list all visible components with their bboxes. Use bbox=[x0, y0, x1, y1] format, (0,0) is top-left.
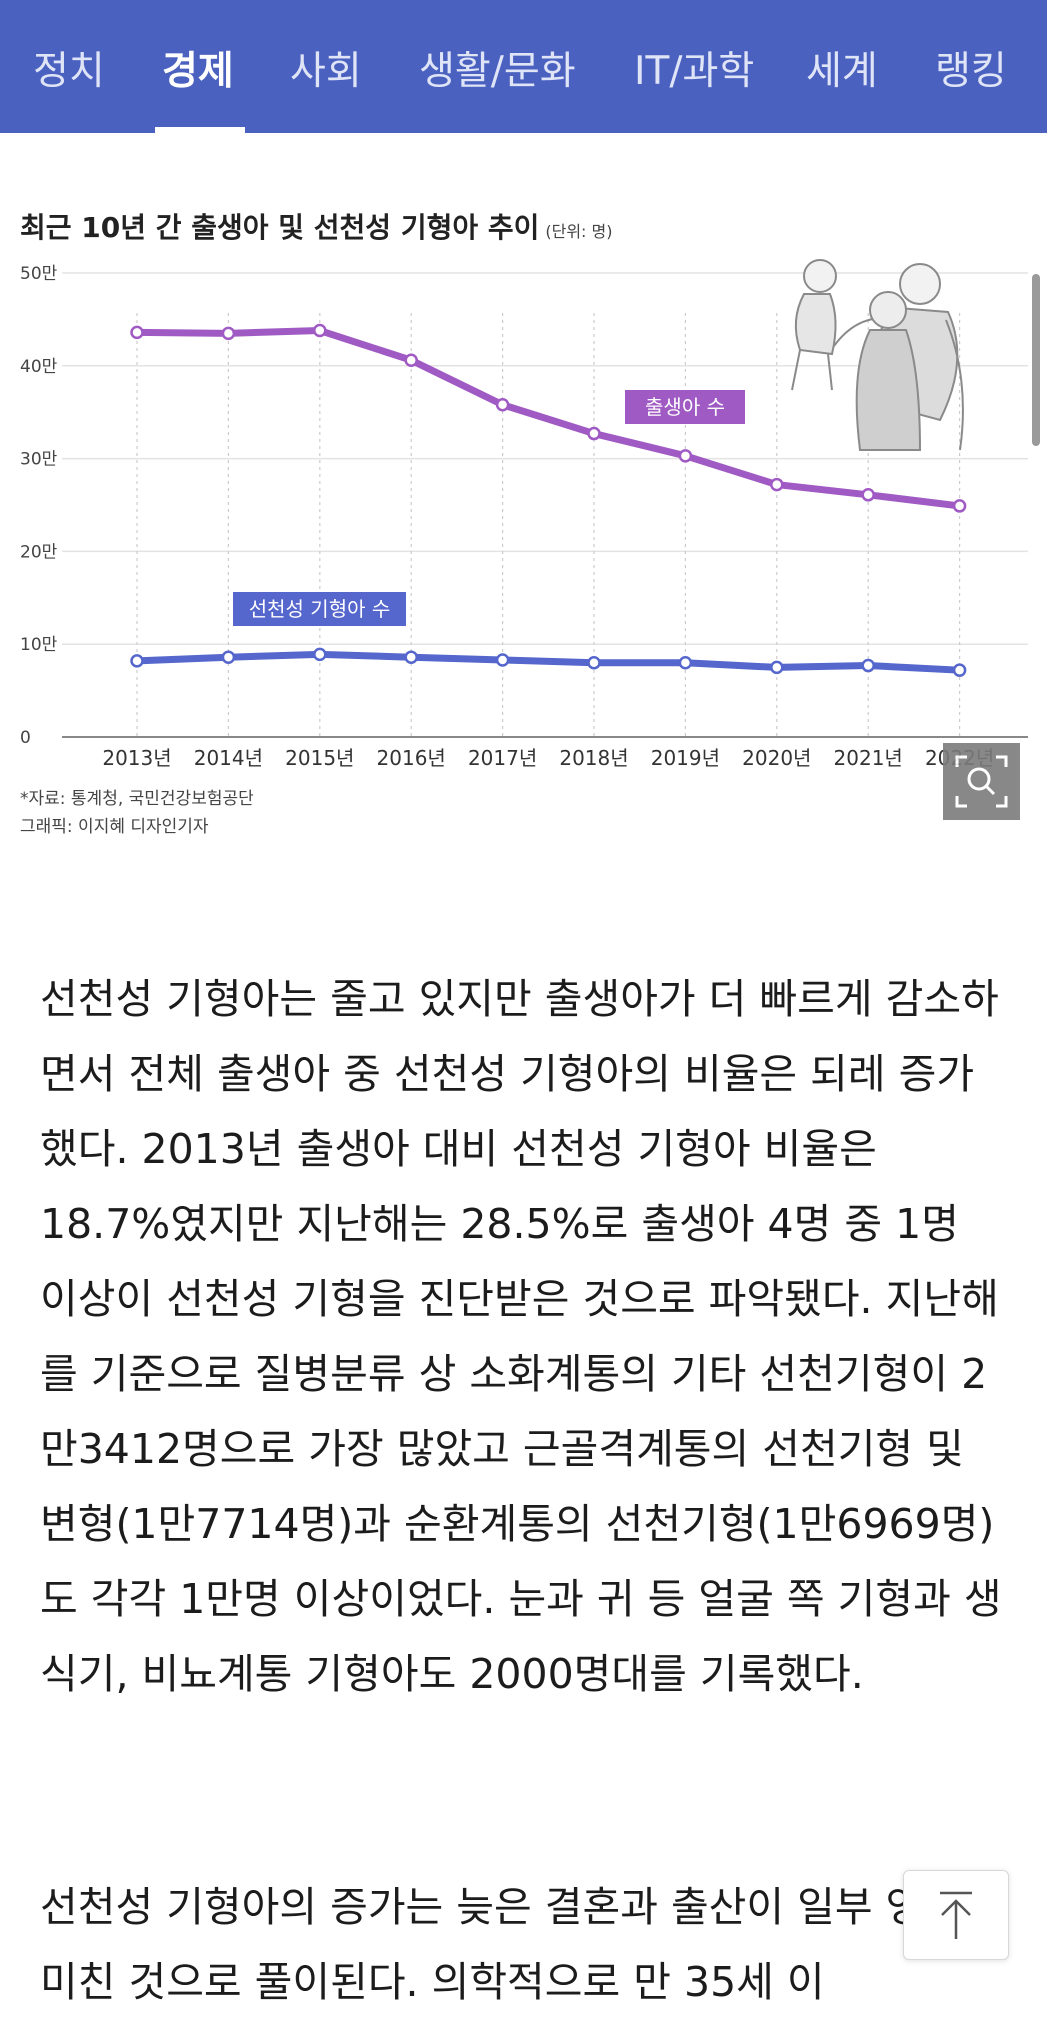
nav-tab-economy[interactable]: 경제 bbox=[162, 49, 234, 94]
series-line bbox=[133, 327, 964, 510]
y-tick-label: 40만 bbox=[20, 357, 58, 377]
x-tick-label: 2018년 bbox=[559, 746, 628, 770]
line-chart: 0 10만 20만 30만 40만 50만 2013년 2014년 2015년 2016년 2017… bbox=[20, 264, 1028, 770]
chart-source: *자료: 통계청, 국민건강보험공단 bbox=[20, 789, 254, 809]
data-point bbox=[587, 426, 601, 441]
data-point bbox=[404, 650, 418, 664]
x-tick-label: 2019년 bbox=[651, 746, 720, 770]
series-label-box bbox=[233, 592, 406, 626]
arrow-up-icon bbox=[940, 1891, 972, 1939]
nav-tab-politics[interactable]: 정치 bbox=[33, 49, 105, 94]
x-tick-label: 2020년 bbox=[742, 746, 811, 770]
data-point bbox=[313, 323, 327, 338]
nav-tab-ranking[interactable]: 랭킹 bbox=[935, 49, 1007, 94]
article-paragraph: 선천성 기형아의 증가는 늦은 결혼과 출산이 일부 영향을 미친 것으로 풀이… bbox=[40, 1883, 999, 2006]
data-point bbox=[495, 653, 510, 667]
family-illustration bbox=[791, 259, 964, 451]
image-scrollbar[interactable] bbox=[1032, 274, 1040, 446]
chart-credit: 그래픽: 이지혜 디자인기자 bbox=[20, 817, 209, 837]
y-tick-label: 0 bbox=[20, 728, 31, 748]
scroll-to-top-button[interactable] bbox=[903, 1870, 1009, 1960]
x-tick-label: 2021년 bbox=[834, 746, 903, 770]
chart-unit: (단위: 명) bbox=[545, 222, 613, 241]
data-point bbox=[313, 647, 327, 662]
series-label: 선천성 기형아 수 bbox=[249, 597, 391, 621]
y-tick-label: 20만 bbox=[20, 542, 58, 562]
category-nav-bar: 정치 경제 사회 생활/문화 IT/과학 세계 랭킹 bbox=[0, 0, 1047, 133]
y-tick-label: 30만 bbox=[20, 450, 58, 470]
magnifier-icon bbox=[955, 755, 1008, 808]
data-point bbox=[587, 656, 601, 670]
article-paragraph: 선천성 기형아는 줄고 있지만 출생아가 더 빠르게 감소하면서 전체 출생아 … bbox=[40, 975, 1002, 1698]
chart-axes: 0 10만 20만 30만 40만 50만 2013년 2014년 2015년 2016년 2017… bbox=[20, 264, 1028, 770]
x-tick-label: 2013년 bbox=[102, 746, 171, 770]
data-point bbox=[861, 488, 875, 502]
data-point bbox=[770, 477, 784, 492]
nav-tab-it-science[interactable]: IT/과학 bbox=[634, 49, 755, 94]
data-point bbox=[952, 663, 967, 677]
nav-tab-society[interactable]: 사회 bbox=[290, 49, 362, 94]
y-tick-label: 10만 bbox=[20, 635, 58, 655]
chart-series bbox=[130, 323, 967, 677]
series-label-box bbox=[625, 390, 745, 424]
x-tick-label: 2016년 bbox=[377, 746, 446, 770]
chart-title: 최근 10년 간 출생아 및 선천성 기형아 추이 bbox=[20, 211, 540, 244]
x-tick-label: 2015년 bbox=[285, 746, 354, 770]
x-tick-label: 2017년 bbox=[468, 746, 537, 770]
chart-header: 최근 10년 간 출생아 및 선천성 기형아 추이 (단위: 명) bbox=[20, 206, 613, 256]
data-point bbox=[770, 660, 784, 675]
nav-tab-life-culture[interactable]: 생활/문화 bbox=[419, 49, 576, 94]
data-point bbox=[861, 658, 875, 673]
data-point bbox=[952, 499, 967, 513]
nav-tab-world[interactable]: 세계 bbox=[806, 49, 878, 94]
active-tab-indicator bbox=[155, 127, 245, 133]
series-label: 출생아 수 bbox=[645, 395, 725, 419]
data-point bbox=[495, 398, 510, 412]
data-point bbox=[678, 656, 693, 670]
data-point bbox=[130, 325, 144, 340]
image-zoom-button[interactable] bbox=[943, 743, 1020, 820]
data-point bbox=[404, 353, 418, 367]
data-point bbox=[221, 650, 236, 664]
y-tick-label: 50만 bbox=[20, 264, 58, 284]
data-point bbox=[221, 326, 236, 341]
data-point bbox=[678, 449, 693, 463]
chart-grid bbox=[62, 272, 1028, 737]
x-tick-label: 2014년 bbox=[194, 746, 263, 770]
series-line bbox=[133, 650, 964, 674]
data-point bbox=[130, 654, 144, 668]
